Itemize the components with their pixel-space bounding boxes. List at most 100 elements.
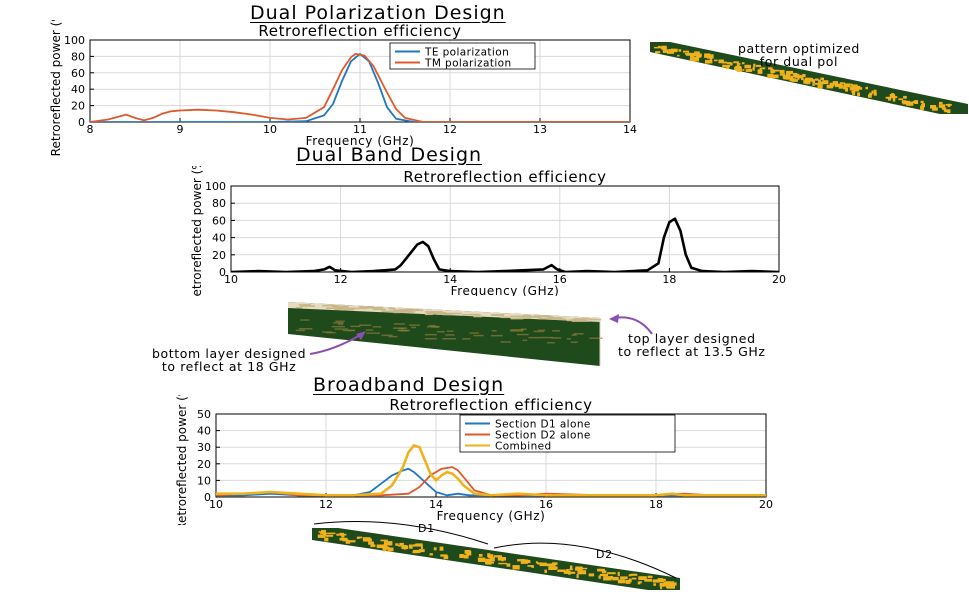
- pattern-cell: [805, 80, 811, 85]
- pattern-cell: [849, 86, 856, 91]
- chart2-ytick-label: 0: [204, 491, 211, 504]
- pattern-cell: [869, 92, 873, 96]
- pattern-cell: [654, 46, 659, 49]
- chart2-series-1-line: [216, 467, 766, 497]
- pattern-cell: [677, 54, 680, 57]
- slab-top-stripe: [500, 316, 510, 319]
- slab-top-stripe: [573, 318, 591, 320]
- chart0-xtick-label: 8: [87, 123, 94, 136]
- pattern-cell: [736, 62, 741, 65]
- pattern-cell: [522, 559, 528, 562]
- pattern-cell: [790, 75, 798, 78]
- slab-bottom-stripe: [411, 326, 416, 329]
- chart1-ytick-label: 20: [212, 249, 226, 262]
- pattern-cell: [908, 101, 914, 106]
- pattern-cell: [520, 559, 528, 564]
- pattern-cell: [429, 553, 433, 556]
- pattern-cell: [464, 550, 471, 554]
- chart1-xtick-label: 20: [772, 273, 786, 286]
- pattern-cell: [801, 77, 804, 81]
- pattern-cell: [812, 83, 815, 86]
- pattern-cell: [747, 68, 752, 72]
- chart1-xtick-label: 18: [662, 273, 676, 286]
- pattern-cell: [371, 542, 374, 544]
- slab-top-stripe: [551, 317, 563, 319]
- pattern-cell: [938, 104, 946, 108]
- pattern-cell: [440, 554, 448, 557]
- slab-bottom-stripe: [409, 324, 420, 326]
- slab-top-stripe: [510, 317, 524, 320]
- pattern-cell: [318, 531, 321, 533]
- chart0-ytick-label: 0: [78, 116, 85, 129]
- pattern-cell: [837, 83, 840, 86]
- pattern-cell: [569, 568, 573, 571]
- pattern-cell: [843, 83, 851, 87]
- pattern-cell: [539, 562, 547, 567]
- chart0-ytick-label: 80: [71, 50, 85, 63]
- slab-top-stripe: [491, 314, 505, 316]
- slab-top-stripe: [393, 311, 401, 314]
- slab-top-stripe: [571, 320, 589, 322]
- pattern-cell: [782, 75, 789, 77]
- pattern-cell: [339, 532, 344, 536]
- slab-top-stripe: [473, 315, 482, 318]
- pattern-cell: [408, 544, 413, 549]
- pattern-cell: [852, 90, 856, 95]
- pattern-cell: [947, 111, 951, 114]
- pattern-cell: [612, 576, 619, 581]
- slab-bottom-stripe: [516, 333, 529, 336]
- slab-bottom-stripe: [446, 330, 454, 332]
- slab-top-stripe: [397, 311, 415, 313]
- pattern-cell: [726, 65, 730, 70]
- pattern-cell: [733, 61, 739, 64]
- pattern-cell: [841, 82, 846, 85]
- pattern-cell: [782, 77, 786, 80]
- chart0-ytick-label: 100: [64, 34, 85, 47]
- dual-band-chart: 10 12 14 16 18 20 0 20 40 60 80 100 Retroreflection …: [190, 166, 786, 296]
- pattern-cell: [795, 76, 801, 79]
- pattern-cell: [939, 101, 943, 105]
- slab-bottom-stripe: [490, 334, 503, 337]
- pattern-cell: [661, 47, 667, 50]
- pattern-cell: [767, 73, 774, 79]
- slab-top-stripe: [509, 315, 527, 318]
- pattern-cell: [741, 62, 745, 65]
- slab-bottom-stripe: [520, 328, 527, 330]
- bottom-layer-arrow: [309, 331, 366, 355]
- bottom-layer-label: bottom layer designed to reflect at 18 G…: [152, 346, 307, 374]
- slab-top-stripe: [322, 304, 338, 307]
- pattern-cell: [873, 92, 877, 96]
- pattern-cell: [341, 534, 345, 538]
- chart0-ylabel: Retroreflected power (%): [49, 20, 63, 156]
- pattern-cell: [546, 563, 556, 567]
- chart0-ytick-label: 40: [71, 83, 85, 96]
- slab-bottom-stripe: [350, 325, 361, 328]
- pattern-cell: [439, 546, 444, 551]
- pattern-cell: [576, 574, 579, 579]
- pattern-cell: [820, 81, 827, 85]
- pattern-cell: [752, 67, 755, 71]
- pattern-cell: [671, 48, 676, 52]
- pattern-cell: [477, 557, 486, 562]
- pattern-optimized-label: pattern optimized for dual pol: [738, 41, 860, 69]
- chart2-ytick-label: 40: [197, 425, 211, 438]
- dual-band-title: Dual Band Design: [296, 144, 483, 166]
- pattern-cell: [658, 45, 661, 49]
- pattern-cell: [497, 557, 506, 561]
- slab-bottom-stripe: [566, 338, 571, 340]
- pattern-cell: [930, 105, 937, 109]
- pattern-cell: [807, 77, 813, 82]
- slab-bottom-stripe: [298, 328, 313, 330]
- slab-top-stripe: [462, 313, 481, 316]
- pattern-cell: [888, 96, 891, 101]
- pattern-cell: [756, 64, 762, 67]
- slab-bottom-stripe: [426, 326, 440, 328]
- pattern-cell: [647, 575, 653, 579]
- chart2-legend-label-1: Section D1 alone: [495, 419, 591, 431]
- pattern-cell: [851, 85, 858, 88]
- chart0-xtick-label: 12: [443, 123, 457, 136]
- slab-top-stripe: [537, 317, 557, 320]
- pattern-cell: [512, 565, 520, 570]
- pattern-cell: [478, 554, 483, 557]
